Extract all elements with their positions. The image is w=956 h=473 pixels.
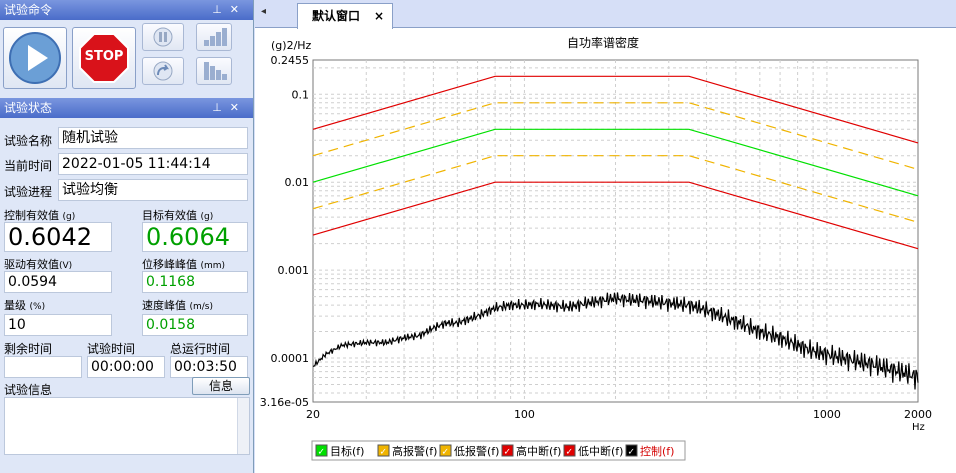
velocity-peak-value: 0.0158 — [142, 314, 248, 336]
command-panel-title: 试验命令 — [4, 3, 53, 17]
legend-label: 高报警(f) — [392, 444, 437, 458]
level-down-button[interactable] — [196, 57, 232, 85]
legend-check-icon: ✓ — [504, 448, 512, 458]
tab-label: 默认窗口 — [312, 9, 361, 23]
current-time-value: 2022-01-05 11:44:14 — [58, 153, 248, 175]
tab-bar: ◂ 默认窗口 × — [255, 0, 956, 29]
left-panel: 试验命令 ⊥✕ STOP 试验状态 ⊥✕ — [0, 0, 254, 473]
y-tick-label: 0.0001 — [271, 352, 310, 365]
remaining-time-value — [4, 356, 82, 378]
legend-swatch — [563, 444, 576, 457]
command-panel-header: 试验命令 ⊥✕ — [0, 0, 253, 20]
series-line-5 — [312, 292, 919, 390]
pause-button[interactable] — [142, 23, 184, 51]
stop-button[interactable]: STOP — [72, 27, 136, 89]
series-line-1 — [312, 102, 919, 170]
legend-label: 目标(f) — [330, 444, 364, 458]
y-tick-label: 0.2455 — [271, 54, 310, 67]
status-panel-body: 试验名称 随机试验 当前时间 2022-01-05 11:44:14 试验进程 … — [0, 118, 254, 473]
status-panel-title: 试验状态 — [4, 101, 53, 115]
play-icon — [9, 32, 61, 84]
total-run-time-value: 00:03:50 — [170, 356, 248, 378]
x-tick-label: 2000 — [904, 408, 932, 421]
legend-check-icon: ✓ — [566, 448, 574, 458]
test-name-label: 试验名称 — [4, 134, 53, 148]
test-info-label: 试验信息 — [4, 383, 53, 397]
test-progress-label: 试验进程 — [4, 185, 53, 199]
x-tick-label: 20 — [306, 408, 320, 421]
test-progress-value: 试验均衡 — [58, 179, 248, 201]
current-time-label: 当前时间 — [4, 159, 53, 173]
legend-swatch — [315, 444, 328, 457]
target-rms-value: 0.6064 — [142, 222, 248, 252]
series-line-4 — [312, 181, 919, 250]
legend-check-icon: ✓ — [628, 448, 636, 458]
series-line-2 — [312, 155, 919, 223]
legend-swatch — [625, 444, 638, 457]
stop-icon — [79, 33, 129, 83]
info-button[interactable]: 信息 — [192, 377, 250, 395]
pause-icon — [153, 27, 173, 47]
continue-button[interactable] — [142, 57, 184, 85]
scroll-left-icon[interactable]: ◂ — [261, 6, 267, 17]
y-tick-label: 0.001 — [278, 264, 310, 277]
remaining-time-label: 剩余时间 — [4, 342, 53, 356]
stop-label: STOP — [84, 49, 124, 64]
legend-check-icon: ✓ — [442, 448, 450, 458]
y-tick-label: 3.16e-05 — [260, 396, 309, 409]
x-tick-label: 100 — [514, 408, 535, 421]
y-tick-label: 0.01 — [285, 176, 310, 189]
status-panel-header: 试验状态 ⊥✕ — [0, 98, 253, 118]
pin-icon[interactable]: ⊥ — [212, 101, 230, 114]
target-rms-label: 目标有效值 (g) — [142, 209, 214, 222]
velocity-peak-label: 速度峰值 (m/s) — [142, 299, 214, 312]
level-label: 量级 (%) — [4, 299, 46, 312]
bars-ascending-icon — [204, 28, 227, 46]
x-tick-label: 1000 — [813, 408, 841, 421]
legend-check-icon: ✓ — [380, 448, 388, 458]
displacement-peak-label: 位移峰峰值 (mm) — [142, 258, 226, 271]
close-icon[interactable]: ✕ — [229, 101, 247, 114]
legend-check-icon: ✓ — [318, 448, 326, 458]
test-time-label: 试验时间 — [87, 342, 136, 356]
bars-descending-icon — [204, 62, 227, 80]
legend-box — [311, 440, 686, 461]
legend-swatch — [377, 444, 390, 457]
y-axis-label: (g)2/Hz — [271, 39, 312, 52]
legend-label: 控制(f) — [640, 444, 674, 458]
series-line-3 — [312, 75, 919, 144]
legend-label: 低报警(f) — [454, 444, 499, 458]
y-tick-label: 0.1 — [292, 88, 310, 101]
drive-rms-label: 驱动有效值(V) — [4, 258, 73, 271]
level-value: 10 — [4, 314, 112, 336]
legend-label: 高中断(f) — [516, 444, 561, 458]
psd-chart: 20 100 1000 2000 3.16e-05 0.0001 0.001 0.01 0.1 0… — [260, 35, 932, 461]
legend-label: 低中断(f) — [578, 444, 623, 458]
scrollbar[interactable] — [237, 398, 249, 454]
pin-icon[interactable]: ⊥ — [212, 3, 230, 16]
tab-default-window[interactable]: 默认窗口 × — [297, 3, 393, 29]
chart-title: 自功率谱密度 — [567, 35, 639, 50]
play-button[interactable] — [3, 27, 67, 89]
test-info-textarea[interactable] — [4, 397, 250, 455]
displacement-peak-value: 0.1168 — [142, 271, 248, 293]
tab-close-icon[interactable]: × — [373, 9, 384, 23]
test-time-value: 00:00:00 — [87, 356, 165, 378]
series-line-0 — [312, 128, 919, 197]
close-icon[interactable]: ✕ — [229, 3, 247, 16]
test-name-value: 随机试验 — [58, 127, 248, 149]
legend-swatch — [501, 444, 514, 457]
total-run-time-label: 总运行时间 — [170, 342, 231, 356]
x-axis-label: Hz — [912, 422, 925, 433]
drive-rms-value: 0.0594 — [4, 271, 112, 293]
command-buttons: STOP — [0, 20, 253, 98]
redo-icon — [153, 61, 173, 81]
legend-swatch — [439, 444, 452, 457]
control-rms-value: 0.6042 — [4, 222, 112, 252]
chart-window: ◂ 默认窗口 × 20 100 1000 2000 3.16e-05 0.0001 0.00… — [255, 0, 956, 473]
control-rms-label: 控制有效值 (g) — [4, 209, 76, 222]
level-up-button[interactable] — [196, 23, 232, 51]
